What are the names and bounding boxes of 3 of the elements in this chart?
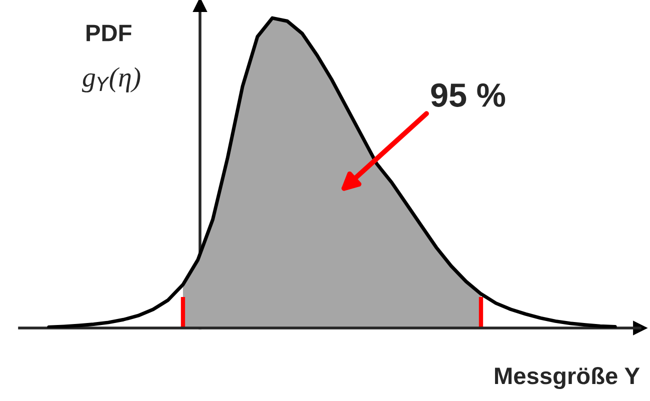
text: PDF g$_{Y}$(η)	[82, 24, 140, 92]
x-axis-title: Messgröße Y	[495, 366, 640, 390]
annotation: 95 %	[431, 83, 506, 107]
